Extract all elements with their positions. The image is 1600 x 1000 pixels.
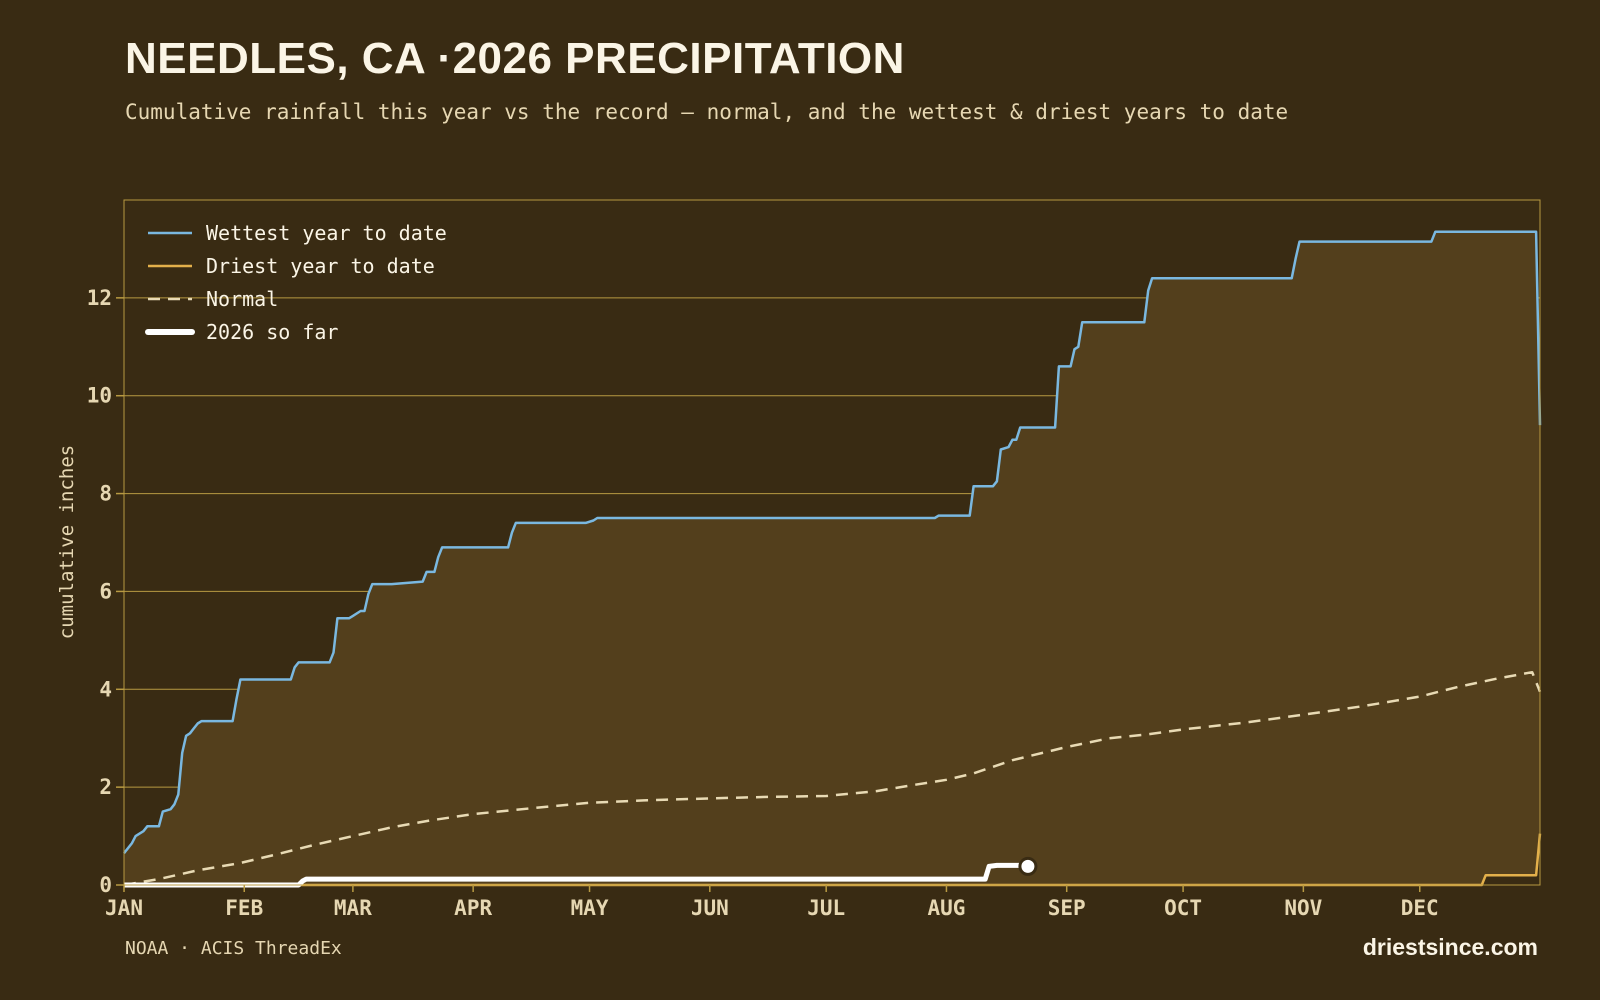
x-axis-ticks: JAN FEB MAR APR MAY JUN JUL AUG SEP OCT NOV DEC <box>105 885 1439 920</box>
x-tick-label: JUN <box>691 896 729 920</box>
x-tick-label: JAN <box>105 896 143 920</box>
chart-title: NEEDLES, CA ·2026 PRECIPITATION <box>125 34 905 83</box>
series-line-2026-so-far <box>124 862 1028 888</box>
legend: Wettest year to date Driest year to date N… <box>145 221 447 344</box>
brand-link[interactable]: driestsince.com <box>1362 934 1538 960</box>
series-line-wettest-year-to-date <box>123 230 1542 854</box>
legend-label: 2026 so far <box>206 320 338 344</box>
x-tick-label: APR <box>454 896 492 920</box>
x-tick-label: NOV <box>1284 896 1322 920</box>
plot-frame <box>123 199 1541 886</box>
y-tick-label: 0 <box>99 873 112 897</box>
legend-label: Wettest year to date <box>206 221 447 245</box>
y-axis-ticks: 0 2 4 6 8 10 12 <box>87 286 124 897</box>
x-tick-label: SEP <box>1048 896 1086 920</box>
current-value-marker <box>1018 856 1038 876</box>
y-tick-label: 4 <box>99 677 112 701</box>
data-source: NOAA · ACIS ThreadEx <box>125 938 342 959</box>
x-tick-label: OCT <box>1164 896 1202 920</box>
legend-label: Driest year to date <box>206 254 435 278</box>
x-tick-label: DEC <box>1401 896 1439 920</box>
y-tick-label: 6 <box>99 579 112 603</box>
x-tick-label: FEB <box>225 896 263 920</box>
record-range-band <box>124 231 1540 886</box>
series-line-normal <box>123 670 1542 887</box>
x-tick-label: MAR <box>334 896 372 920</box>
y-tick-label: 12 <box>87 286 112 310</box>
x-tick-label: JUL <box>807 896 845 920</box>
x-tick-label: MAY <box>571 896 609 920</box>
y-tick-label: 2 <box>99 775 112 799</box>
chart-subtitle: Cumulative rainfall this year vs the rec… <box>125 100 1289 124</box>
y-tick-label: 8 <box>99 482 112 506</box>
legend-label: Normal <box>206 287 278 311</box>
y-tick-label: 10 <box>87 384 112 408</box>
x-tick-label: AUG <box>927 896 965 920</box>
